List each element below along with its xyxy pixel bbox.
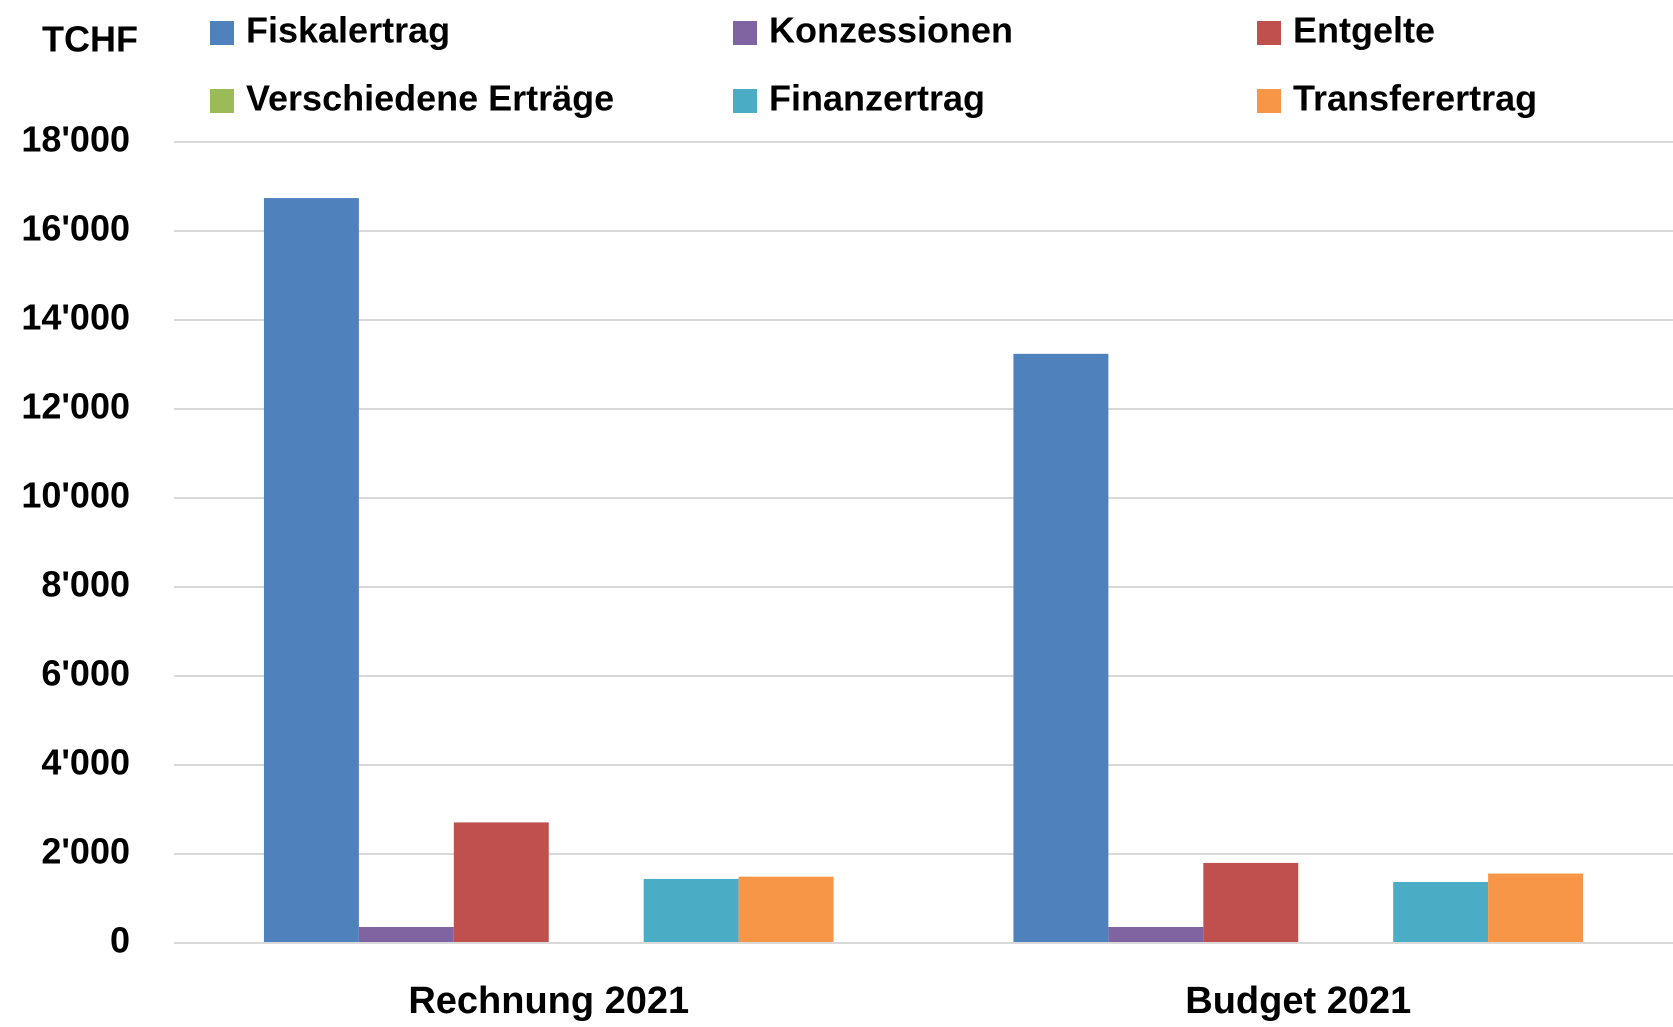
y-tick-label: 8'000 — [41, 564, 130, 605]
bar — [1013, 353, 1109, 943]
bar — [1488, 873, 1584, 943]
bar — [1203, 862, 1299, 943]
y-tick-label: 10'000 — [21, 475, 130, 516]
bar — [643, 878, 739, 943]
legend-swatch — [210, 89, 234, 113]
y-tick-label: 16'000 — [21, 208, 130, 249]
y-tick-label: 2'000 — [41, 831, 130, 872]
y-tick-label: 6'000 — [41, 653, 130, 694]
y-tick-label: 4'000 — [41, 742, 130, 783]
legend-swatch — [733, 21, 757, 45]
y-tick-label: 14'000 — [21, 297, 130, 338]
legend-swatch — [733, 89, 757, 113]
legend-label: Konzessionen — [769, 10, 1013, 51]
bar — [1393, 882, 1489, 943]
y-tick-label: 12'000 — [21, 386, 130, 427]
bar — [263, 198, 359, 943]
legend-label: Verschiedene Erträge — [246, 78, 614, 119]
legend-swatch — [1257, 21, 1281, 45]
bar — [453, 822, 549, 943]
y-tick-label: 0 — [110, 920, 130, 961]
legend-label: Finanzertrag — [769, 78, 985, 119]
legend-label: Fiskalertrag — [246, 10, 450, 51]
legend-label: Entgelte — [1293, 10, 1435, 51]
bar — [1108, 926, 1204, 943]
legend-swatch — [1257, 89, 1281, 113]
bar — [738, 876, 834, 943]
legend-swatch — [210, 21, 234, 45]
x-tick-label: Rechnung 2021 — [408, 980, 689, 1022]
bar — [358, 926, 454, 943]
y-tick-label: 18'000 — [21, 119, 130, 160]
x-tick-label: Budget 2021 — [1185, 980, 1411, 1022]
legend-label: Transferertrag — [1293, 78, 1537, 119]
y-axis-label: TCHF — [42, 19, 138, 60]
